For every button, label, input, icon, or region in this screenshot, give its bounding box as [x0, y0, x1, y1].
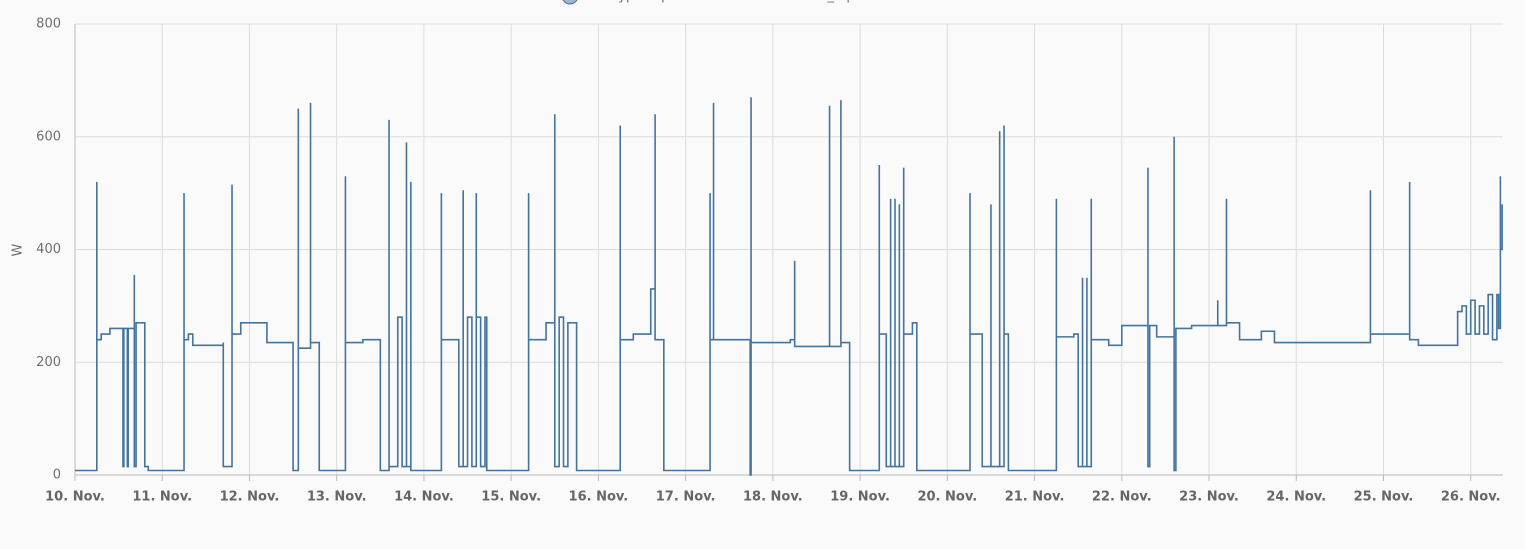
x-tick-label: 15. Nov.: [481, 490, 541, 505]
y-tick-label: 200: [36, 355, 61, 370]
x-tick-label: 12. Nov.: [220, 490, 280, 505]
data-line: [75, 97, 1503, 476]
x-tick-label: 23. Nov.: [1179, 490, 1239, 505]
x-tick-label: 13. Nov.: [307, 490, 367, 505]
x-tick-label: 11. Nov.: [132, 490, 192, 505]
x-tick-label: 26. Nov.: [1441, 490, 1501, 505]
x-tick-label: 21. Nov.: [1005, 490, 1065, 505]
x-tick-label: 20. Nov.: [917, 490, 977, 505]
x-tick-label: 22. Nov.: [1092, 490, 1152, 505]
x-tick-label: 10. Nov.: [45, 490, 105, 505]
y-tick-label: 800: [36, 17, 61, 32]
y-tick-label: 600: [36, 129, 61, 144]
y-tick-label: 0: [53, 468, 61, 483]
legend-label[interactable]: shellyplus1pm-a4f4dd865219 switch_0 powe…: [588, 0, 887, 4]
x-tick-label: 16. Nov.: [569, 490, 629, 505]
x-tick-label: 18. Nov.: [743, 490, 803, 505]
y-axis-label: W: [11, 243, 26, 256]
x-tick-label: 17. Nov.: [656, 490, 716, 505]
x-tick-label: 24. Nov.: [1266, 490, 1326, 505]
x-tick-label: 14. Nov.: [394, 490, 454, 505]
y-tick-label: 400: [36, 242, 61, 257]
x-tick-label: 25. Nov.: [1354, 490, 1414, 505]
legend-marker[interactable]: [562, 0, 578, 5]
x-tick-label: 19. Nov.: [830, 490, 890, 505]
